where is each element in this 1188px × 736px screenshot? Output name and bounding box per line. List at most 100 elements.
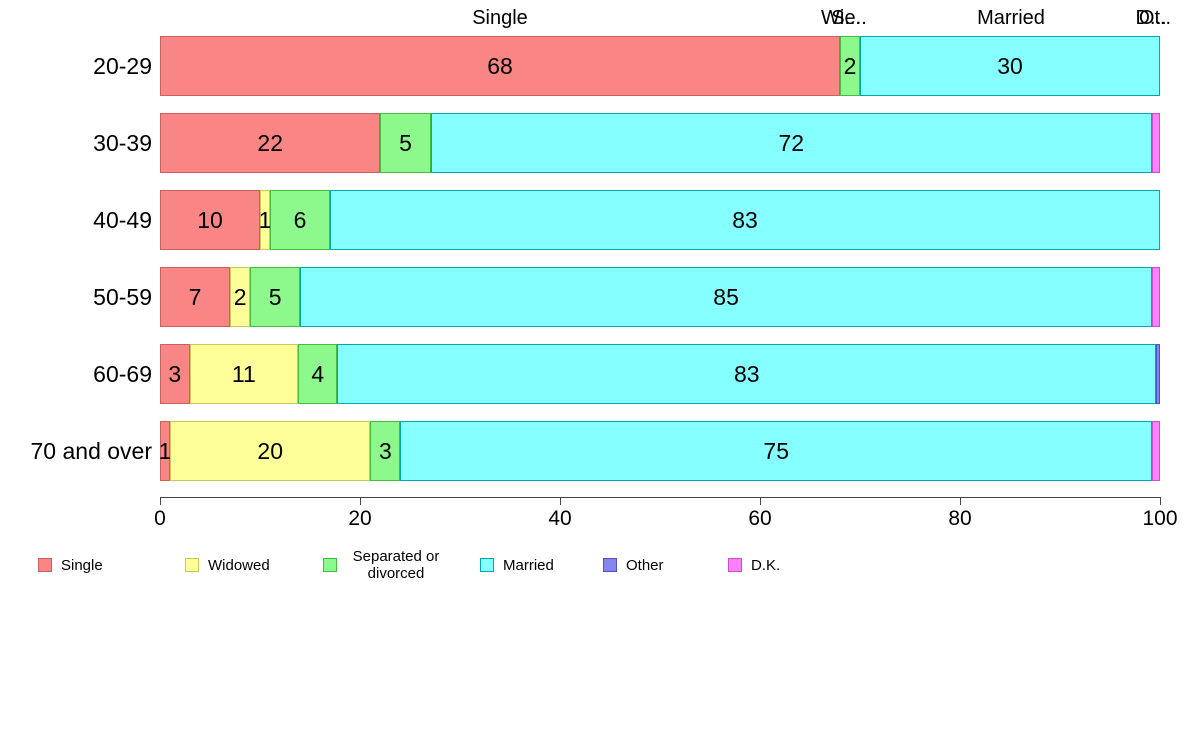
segment-value-label: 20 <box>257 437 283 464</box>
x-axis-line <box>160 497 1161 498</box>
segment-value-label: 85 <box>713 283 739 310</box>
segment-value-label: 83 <box>733 360 760 387</box>
bar-segment-separated-or-divorced: 6 <box>270 190 330 250</box>
x-axis-tick <box>760 497 761 505</box>
bar-segment-single: 7 <box>160 267 231 327</box>
series-header-label-married: Married <box>977 7 1045 29</box>
series-header-label-single: Single <box>472 7 528 29</box>
bar-segment-married: 75 <box>400 421 1152 481</box>
x-axis-tick-label: 0 <box>154 507 166 530</box>
row-label-70-and-over: 70 and over <box>30 437 152 464</box>
segment-value-label: 75 <box>763 437 789 464</box>
bar-segment-single: 1 <box>158 421 172 481</box>
bar-segment-married: 72 <box>430 113 1152 173</box>
segment-value-label: 30 <box>997 52 1023 79</box>
chart-legend: Single Widowed Separated or divorced Marrie… <box>0 541 1188 591</box>
legend-swatch-separated-or-divorced <box>323 558 337 572</box>
segment-value-label: 22 <box>257 129 284 156</box>
x-axis-tick <box>560 497 561 505</box>
segment-value-label: 2 <box>233 283 247 310</box>
bar-segment-widowed: 20 <box>170 421 371 481</box>
bar-segment-separated-or-divorced: 5 <box>380 113 431 173</box>
bar-row-20-29: 68 2 30 <box>160 36 1160 96</box>
legend-swatch-other <box>603 558 617 572</box>
segment-value-label: 83 <box>732 206 758 233</box>
legend-item-other: Other <box>603 541 664 589</box>
bar-segment-married: 30 <box>860 36 1160 96</box>
stacked-bar-chart: Single Wi... Se.. Married Ot.. D... 20-29 68 2 3… <box>30 7 1178 530</box>
series-header-label-d: D... <box>1135 7 1167 29</box>
segment-value-label: 7 <box>188 283 202 310</box>
x-axis-tick-label: 80 <box>948 507 972 530</box>
bar-segment-separated-or-divorced: 2 <box>840 36 860 96</box>
segment-value-label: 1 <box>258 206 272 233</box>
segment-value-label: 10 <box>197 206 223 233</box>
bar-segment-separated-or-divorced: 5 <box>250 267 301 327</box>
segment-value-label: 1 <box>158 437 172 464</box>
series-header-label-wi: Wi... <box>821 7 861 29</box>
legend-label: Separated or divorced <box>352 548 440 582</box>
bar-segment-single: 10 <box>160 190 260 250</box>
legend-swatch-widowed <box>185 558 199 572</box>
x-axis-tick <box>960 497 961 505</box>
bar-segment-d-k <box>1151 113 1160 173</box>
row-label-60-69: 60-69 <box>93 360 152 387</box>
bar-segment-separated-or-divorced: 3 <box>370 421 401 481</box>
bar-segment-d-k <box>1151 267 1160 327</box>
x-axis-tick-label: 60 <box>748 507 772 530</box>
bar-segment-widowed: 1 <box>258 190 272 250</box>
legend-swatch-married <box>480 558 494 572</box>
segment-value-label: 3 <box>168 360 182 387</box>
bar-segment-married: 83 <box>337 344 1157 404</box>
bar-row-60-69: 3 11 4 83 <box>160 344 1160 404</box>
bar-segment-single: 22 <box>160 113 381 173</box>
x-axis-tick-label: 100 <box>1142 507 1178 530</box>
legend-swatch-d-k <box>728 558 742 572</box>
segment-value-label: 5 <box>399 129 412 156</box>
bar-segment-d-k <box>1151 421 1160 481</box>
bar-segment-separated-or-divorced: 4 <box>298 344 338 404</box>
legend-item-married: Married <box>480 541 554 589</box>
legend-label: Married <box>503 556 554 574</box>
series-header-label-ot: Ot.. <box>1138 7 1172 29</box>
x-axis-tick <box>160 497 161 505</box>
bar-segment-single: 68 <box>160 36 840 96</box>
legend-swatch-single <box>38 558 52 572</box>
bar-segment-single: 3 <box>160 344 190 404</box>
legend-item-widowed: Widowed <box>185 541 270 589</box>
row-label-30-39: 30-39 <box>93 129 152 156</box>
bar-row-40-49: 10 1 6 83 <box>160 190 1160 250</box>
bar-segment-married: 85 <box>300 267 1152 327</box>
series-header-label-se: Se.. <box>831 7 867 29</box>
legend-label: Other <box>626 556 664 574</box>
bar-row-30-39: 22 5 72 <box>160 113 1160 173</box>
segment-value-label: 5 <box>268 283 282 310</box>
x-axis-tick-label: 40 <box>548 507 572 530</box>
bar-segment-widowed: 11 <box>189 344 299 404</box>
bar-row-70-and-over: 1 20 3 75 <box>158 421 1160 481</box>
segment-value-label: 6 <box>293 206 307 233</box>
segment-value-label: 3 <box>379 437 392 464</box>
segment-value-label: 72 <box>778 129 805 156</box>
bar-segment-married: 83 <box>330 190 1160 250</box>
legend-item-separated-or-divorced: Separated or divorced <box>323 541 446 589</box>
row-label-20-29: 20-29 <box>93 52 152 79</box>
row-label-40-49: 40-49 <box>93 206 152 233</box>
segment-value-label: 11 <box>231 360 256 387</box>
legend-item-d-k: D.K. <box>728 541 780 589</box>
legend-item-single: Single <box>38 541 103 589</box>
segment-value-label: 2 <box>843 52 857 79</box>
row-label-50-59: 50-59 <box>93 283 152 310</box>
bar-row-50-59: 7 2 5 85 <box>160 267 1160 327</box>
x-axis-tick <box>1160 497 1161 505</box>
x-axis-tick <box>360 497 361 505</box>
segment-value-label: 68 <box>487 52 513 79</box>
legend-label: Single <box>61 556 103 574</box>
x-axis-tick-label: 20 <box>348 507 372 530</box>
bar-segment-other <box>1156 344 1160 404</box>
legend-label: Widowed <box>208 556 270 574</box>
bar-segment-widowed: 2 <box>230 267 251 327</box>
segment-value-label: 4 <box>311 360 325 387</box>
legend-label: D.K. <box>751 556 781 574</box>
